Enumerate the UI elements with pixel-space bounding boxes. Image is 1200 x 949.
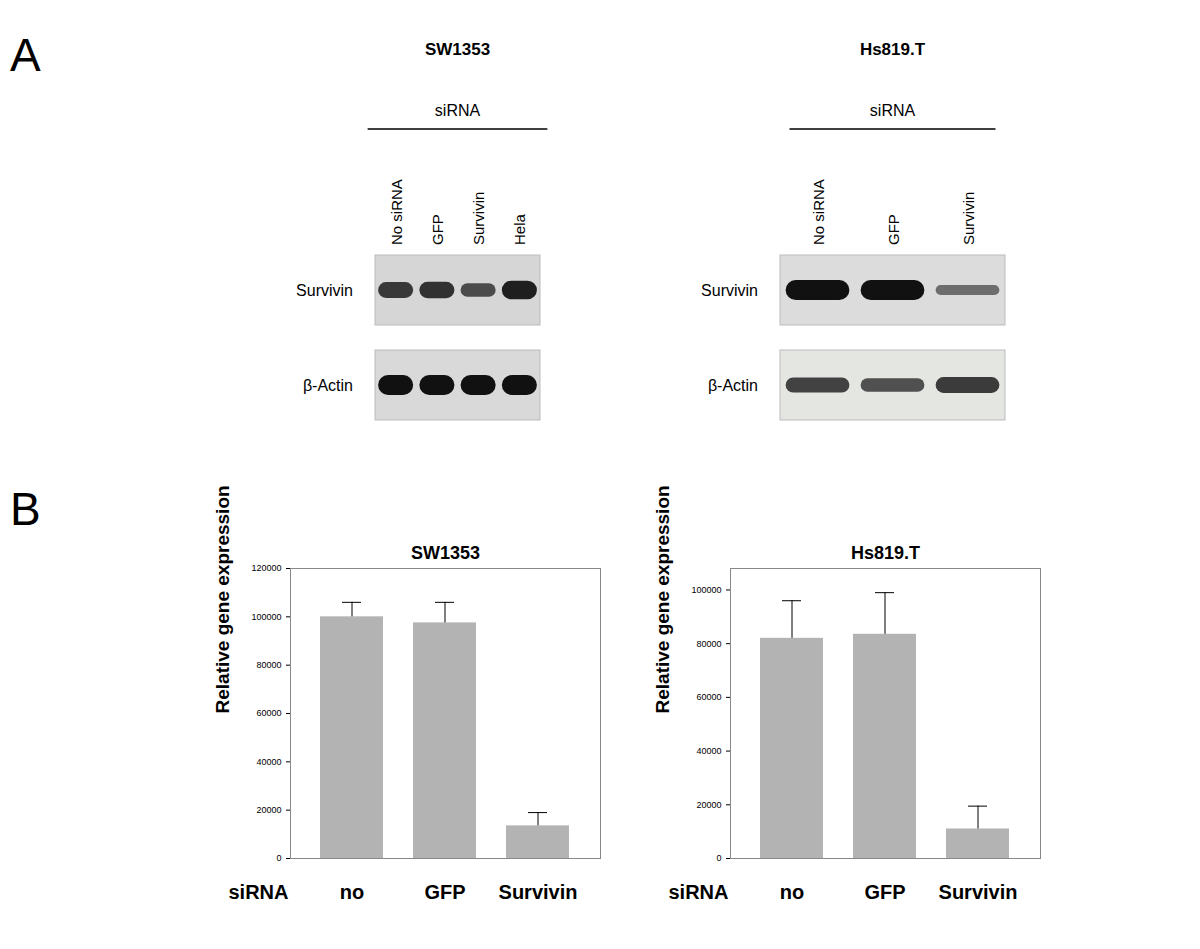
svg-text:Survivin: Survivin xyxy=(939,881,1018,903)
svg-text:60000: 60000 xyxy=(696,692,721,702)
svg-text:0: 0 xyxy=(276,853,281,863)
svg-text:Survivin: Survivin xyxy=(296,282,353,299)
svg-text:80000: 80000 xyxy=(696,639,721,649)
svg-text:GFP: GFP xyxy=(424,881,465,903)
svg-text:siRNA: siRNA xyxy=(669,881,729,903)
svg-text:Hela: Hela xyxy=(511,213,528,245)
svg-text:no: no xyxy=(780,881,804,903)
svg-text:no: no xyxy=(340,881,364,903)
svg-text:40000: 40000 xyxy=(256,757,281,767)
svg-text:siRNA: siRNA xyxy=(435,102,481,119)
svg-text:Relative gene expression: Relative gene expression xyxy=(212,485,233,713)
svg-text:GFP: GFP xyxy=(885,214,902,245)
svg-text:Relative gene expression: Relative gene expression xyxy=(652,485,673,713)
svg-text:GFP: GFP xyxy=(429,214,446,245)
svg-text:Survivin: Survivin xyxy=(960,192,977,245)
svg-text:20000: 20000 xyxy=(696,800,721,810)
svg-text:β-Actin: β-Actin xyxy=(303,377,353,394)
svg-text:siRNA: siRNA xyxy=(229,881,289,903)
svg-text:100000: 100000 xyxy=(251,612,281,622)
svg-text:No siRNA: No siRNA xyxy=(810,179,827,245)
svg-text:No siRNA: No siRNA xyxy=(388,179,405,245)
svg-text:SW1353: SW1353 xyxy=(425,40,490,59)
svg-text:Hs819.T: Hs819.T xyxy=(851,543,920,563)
svg-text:40000: 40000 xyxy=(696,746,721,756)
svg-text:60000: 60000 xyxy=(256,708,281,718)
svg-text:100000: 100000 xyxy=(691,585,721,595)
html-text:A: A xyxy=(10,29,41,81)
svg-text:siRNA: siRNA xyxy=(870,102,916,119)
svg-text:0: 0 xyxy=(716,853,721,863)
svg-text:β-Actin: β-Actin xyxy=(708,377,758,394)
svg-text:80000: 80000 xyxy=(256,660,281,670)
html-text:B: B xyxy=(10,483,41,535)
svg-text:Survivin: Survivin xyxy=(701,282,758,299)
svg-text:120000: 120000 xyxy=(251,563,281,573)
svg-text:SW1353: SW1353 xyxy=(411,543,480,563)
svg-text:GFP: GFP xyxy=(864,881,905,903)
svg-text:Hs819.T: Hs819.T xyxy=(860,40,926,59)
svg-text:Survivin: Survivin xyxy=(470,192,487,245)
svg-text:Survivin: Survivin xyxy=(499,881,578,903)
svg-text:20000: 20000 xyxy=(256,805,281,815)
